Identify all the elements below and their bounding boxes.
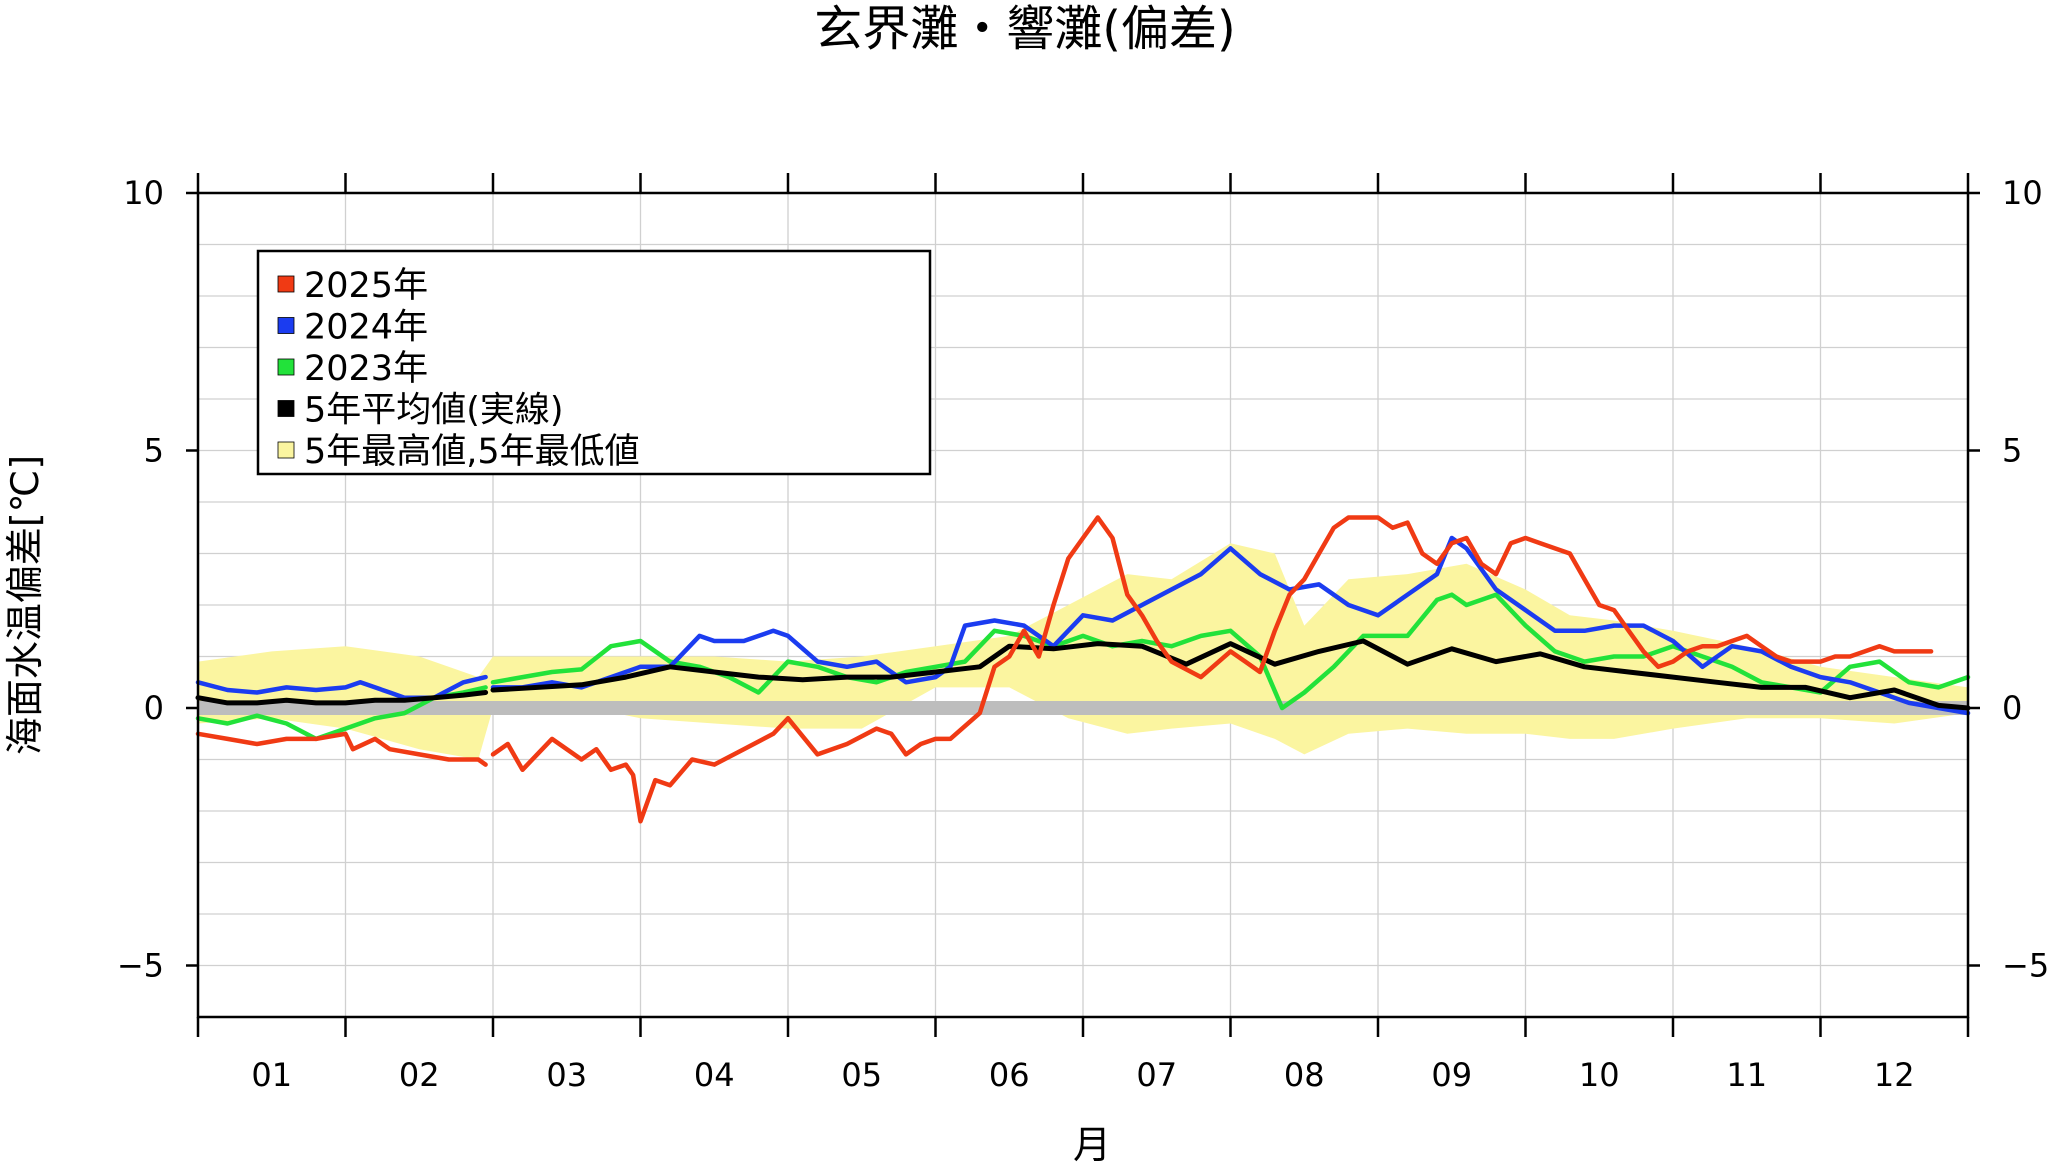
series-0	[195, 515, 1934, 824]
y-tick-label-right: 0	[2002, 689, 2022, 727]
legend-swatch	[277, 317, 295, 334]
series-line	[490, 535, 1971, 716]
y-axis-title: 海面水温偏差[℃]	[3, 455, 47, 755]
x-tick-label: 10	[1579, 1056, 1620, 1094]
x-tick-label: 08	[1284, 1056, 1325, 1094]
legend-label: 5年平均値(実線)	[304, 391, 564, 431]
x-tick-label: 02	[399, 1056, 440, 1094]
legend-label: 5年最高値,5年最低値	[304, 432, 640, 472]
legend-box	[256, 249, 932, 476]
legend-swatch	[277, 275, 295, 293]
chart-title: 玄界灘・響灘(偏差)	[814, 1, 1235, 57]
y-tick-label-right: 10	[2002, 174, 2043, 212]
x-tick-label: 03	[546, 1056, 587, 1094]
x-tick-label: 11	[1726, 1056, 1767, 1094]
legend-label: 2024年	[304, 308, 428, 348]
series-line	[195, 690, 489, 706]
y-tick-label-left: 0	[144, 689, 164, 727]
x-tick-label: 06	[989, 1056, 1030, 1094]
x-tick-label: 07	[1136, 1056, 1177, 1094]
y-tick-label-left: −5	[117, 947, 164, 985]
legend-label: 2023年	[304, 349, 428, 389]
y-tick-label-right: 5	[2002, 432, 2022, 470]
legend-swatch	[277, 400, 295, 417]
series-3	[195, 638, 1971, 711]
legend-swatch	[277, 358, 295, 376]
x-tick-label: 09	[1431, 1056, 1472, 1094]
series-line	[490, 515, 1934, 824]
x-tick-label: 01	[251, 1056, 292, 1094]
y-tick-label-right: −5	[2002, 947, 2049, 985]
x-tick-label: 12	[1874, 1056, 1915, 1094]
axes: 10 10 5 5 0 0 −5 −5 01 02 03 04 05 06 07 08 09 10 11 12	[117, 173, 2049, 1094]
series-line	[195, 731, 488, 767]
x-tick-label: 05	[841, 1056, 882, 1094]
y-tick-label-left: 10	[123, 174, 164, 212]
x-axis-title: 月	[1073, 1123, 1111, 1166]
x-tick-label: 04	[694, 1056, 735, 1094]
series-layer	[195, 515, 1971, 824]
legend-swatch	[277, 441, 295, 459]
legend-label: 2025年	[304, 266, 428, 306]
y-tick-label-left: 5	[144, 432, 164, 470]
series-line	[490, 638, 1971, 711]
